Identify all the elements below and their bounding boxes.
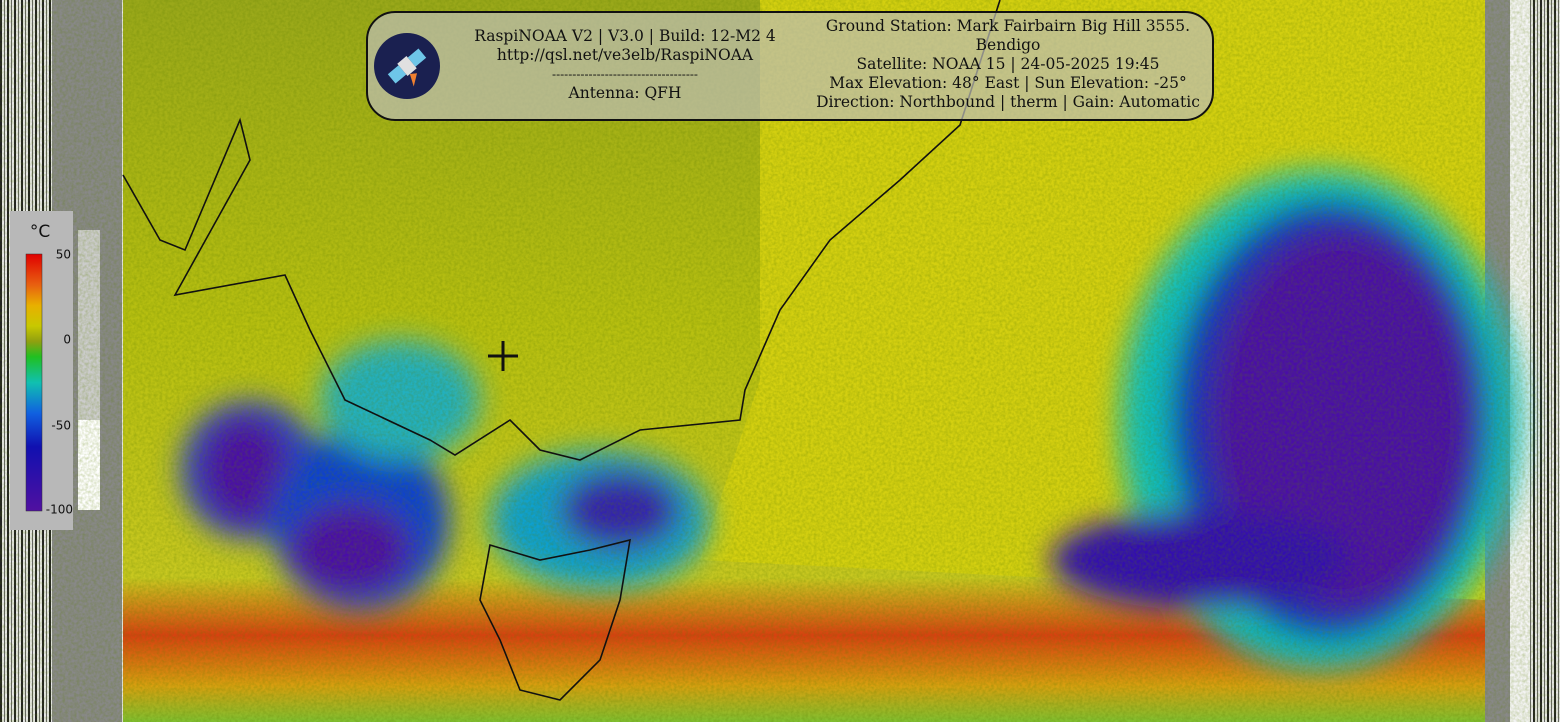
legend-unit: °C [30,222,50,242]
header-line: Max Elevation: 48° East | Sun Elevation:… [829,74,1186,92]
header-line: Satellite: NOAA 15 | 24-05-2025 19:45 [856,55,1159,73]
header-separator: ------------------------------------ [552,68,698,82]
ground-station-marker [488,341,518,371]
coastline [122,0,1001,461]
header-line: Ground Station: Mark Fairbairn Big Hill … [826,17,1190,35]
legend-label: -50 [51,419,71,433]
legend-label: 0 [63,333,71,347]
legend-label: 50 [56,248,71,262]
color-bar [25,253,43,512]
logo-satellite [387,48,427,87]
telemetry-block [1510,0,1530,722]
info-box [366,11,1214,121]
header-line: http://qsl.net/ve3elb/RaspiNOAA [497,46,754,64]
header-line: RaspiNOAA V2 | V3.0 | Build: 12-M2 4 [474,27,776,45]
legend-label: -100 [46,503,73,517]
header-line: Bendigo [976,36,1041,54]
telemetry-block [78,230,100,420]
tasmania-coastline [479,538,631,701]
info-overlay: RaspiNOAA V2 | V3.0 | Build: 12-M2 4 htt… [366,11,1214,121]
header-line: Direction: Northbound | therm | Gain: Au… [816,93,1200,111]
header-line: Antenna: QFH [568,84,682,102]
telemetry-block [78,420,100,510]
temperature-legend: °C 50 0 -50 -100 [10,211,73,530]
